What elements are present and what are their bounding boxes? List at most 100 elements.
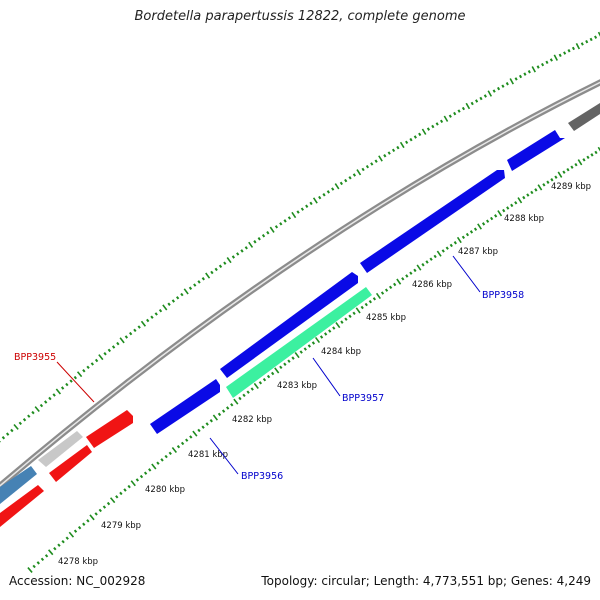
- gene-label-bpp3956[interactable]: BPP3956: [241, 471, 283, 482]
- tick-mark: [60, 386, 65, 390]
- tick-mark: [180, 441, 185, 446]
- tick-mark: [44, 554, 49, 558]
- tick-mark: [61, 539, 65, 544]
- gene-arrow[interactable]: [0, 485, 44, 527]
- tick-mark: [262, 377, 267, 382]
- tick-mark: [383, 154, 387, 158]
- tick-mark: [34, 406, 40, 413]
- gene-arrow[interactable]: [49, 445, 92, 482]
- tick-mark: [48, 549, 54, 556]
- tick-mark: [510, 203, 514, 208]
- tick-mark: [494, 214, 498, 218]
- tick-mark: [48, 396, 52, 401]
- tick-mark: [319, 335, 324, 339]
- tick-mark: [496, 86, 501, 91]
- tick-mark: [314, 336, 321, 344]
- gene-arrow[interactable]: [360, 170, 505, 273]
- tick-mark: [185, 438, 189, 442]
- tick-mark: [154, 312, 158, 316]
- tick-mark: [575, 42, 581, 50]
- tick-mark: [421, 128, 427, 135]
- tick-mark: [453, 241, 457, 245]
- gene-label-bpp3958[interactable]: BPP3958: [482, 290, 524, 301]
- tick-mark: [456, 236, 462, 244]
- tick-mark: [69, 379, 73, 383]
- gene-arrow[interactable]: [38, 431, 83, 467]
- tick-mark: [429, 257, 433, 261]
- tick-mark: [86, 365, 90, 370]
- genome-summary-text: Topology: circular; Length: 4,773,551 bp…: [261, 574, 591, 588]
- tick-mark: [324, 332, 328, 336]
- tick-mark: [192, 430, 198, 437]
- tick-mark: [421, 263, 425, 267]
- gene-label-bpp3955[interactable]: BPP3955: [14, 352, 56, 363]
- gene-arrow[interactable]: [150, 379, 220, 434]
- tick-mark: [470, 101, 474, 106]
- gene-arrow[interactable]: [226, 287, 372, 398]
- tick-mark: [32, 564, 36, 569]
- tick-mark: [164, 454, 168, 459]
- tick-mark: [589, 37, 593, 42]
- tick-mark: [364, 302, 368, 307]
- tick-mark: [436, 250, 442, 257]
- tick-mark: [189, 435, 193, 439]
- leader-line: [209, 437, 239, 475]
- leader-line: [56, 361, 95, 403]
- accession-text: Accession: NC_002928: [9, 574, 146, 588]
- tick-mark: [82, 369, 86, 373]
- tick-mark: [135, 478, 140, 482]
- gene-arrow[interactable]: [0, 466, 37, 504]
- tick-mark: [210, 270, 214, 275]
- tick-mark: [188, 286, 193, 290]
- tick-mark: [86, 519, 90, 523]
- tick-mark: [274, 367, 280, 374]
- tick-mark: [287, 216, 292, 220]
- kbp-label: 4283 kbp: [277, 381, 317, 391]
- gene-arrow[interactable]: [507, 130, 565, 171]
- tick-mark: [197, 428, 201, 433]
- tick-mark: [201, 425, 205, 429]
- tick-mark: [380, 291, 385, 295]
- tick-mark: [425, 260, 429, 264]
- tick-mark: [27, 567, 33, 573]
- tick-mark: [307, 344, 311, 348]
- tick-mark: [106, 501, 111, 506]
- tick-mark: [405, 140, 409, 145]
- tick-mark: [505, 82, 509, 86]
- tick-mark: [44, 400, 48, 404]
- gene-arrow[interactable]: [568, 103, 600, 131]
- tick-mark: [111, 345, 116, 349]
- tick-mark: [453, 111, 457, 116]
- tick-mark: [287, 359, 291, 363]
- gene-arrow[interactable]: [86, 410, 133, 448]
- tick-mark: [146, 318, 150, 323]
- tick-mark: [90, 362, 94, 366]
- tick-mark: [566, 167, 570, 172]
- tick-mark: [469, 230, 474, 234]
- tick-mark: [537, 184, 543, 191]
- tick-mark: [94, 512, 98, 516]
- tick-mark: [536, 65, 540, 69]
- kbp-label: 4285 kbp: [366, 313, 406, 323]
- tick-mark: [393, 282, 397, 287]
- tick-mark: [76, 371, 83, 378]
- gene-arrow[interactable]: [220, 272, 358, 378]
- tick-mark: [176, 444, 181, 449]
- kbp-label: 4278 kbp: [58, 557, 98, 567]
- tick-mark: [171, 447, 177, 453]
- tick-mark: [479, 96, 483, 101]
- tick-mark: [553, 54, 558, 61]
- tick-mark: [344, 178, 348, 183]
- tick-mark: [506, 206, 510, 210]
- tick-mark: [40, 557, 45, 562]
- tick-mark: [445, 246, 449, 250]
- tick-mark: [318, 195, 322, 200]
- tick-mark: [89, 514, 95, 521]
- gene-label-bpp3957[interactable]: BPP3957: [342, 393, 384, 404]
- tick-mark: [150, 315, 154, 319]
- tick-mark: [240, 249, 244, 253]
- tick-mark: [212, 414, 218, 421]
- tick-mark: [291, 211, 297, 219]
- tick-mark: [283, 219, 287, 223]
- tick-mark: [209, 419, 213, 423]
